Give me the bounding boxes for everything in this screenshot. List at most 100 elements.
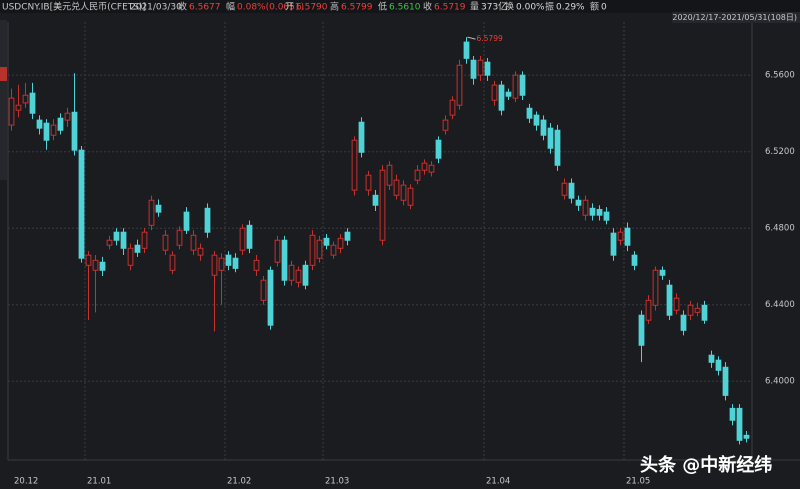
candle-body xyxy=(624,227,631,246)
field-label: 幅 xyxy=(226,1,235,13)
field-value: 6.5610 xyxy=(389,3,421,13)
candle-body xyxy=(113,231,120,241)
candle-body xyxy=(323,237,330,246)
candle-body xyxy=(85,254,92,266)
candle-body xyxy=(344,231,351,241)
y-tick-label: 6.5600 xyxy=(765,71,795,81)
annotation: 6.5799 xyxy=(477,34,503,43)
candle-body xyxy=(267,269,274,326)
candle-body xyxy=(358,121,365,153)
candle-body xyxy=(386,164,393,186)
candle-body xyxy=(134,244,141,253)
candle-body xyxy=(407,187,414,206)
range: 2020/12/17-2021/05/31(108日) xyxy=(672,13,797,22)
x-tick-label: 21.02 xyxy=(227,477,251,487)
candle-body xyxy=(694,307,701,313)
annotation-arrow xyxy=(467,36,476,40)
candle-body xyxy=(15,104,22,111)
candle-body xyxy=(22,94,29,104)
field-value: 6.5677 xyxy=(189,3,221,13)
y-tick-label: 6.4000 xyxy=(765,377,795,387)
candle-body xyxy=(554,129,561,166)
candle-body xyxy=(43,122,50,141)
candle-body xyxy=(631,254,638,266)
field-value: 0.29% xyxy=(556,3,585,13)
candle-body xyxy=(183,211,190,231)
candle-body xyxy=(36,119,43,129)
candle-body xyxy=(155,204,162,213)
candle-body xyxy=(603,211,610,221)
field-value: 6.5799 xyxy=(341,3,373,13)
candle-body xyxy=(148,199,155,226)
candle-body xyxy=(680,314,687,331)
candle-body xyxy=(568,182,575,199)
y-tick-label: 6.5200 xyxy=(765,147,795,157)
candle-body xyxy=(246,224,253,249)
candle-body xyxy=(92,259,99,271)
candle-body xyxy=(477,59,484,76)
date: 2021/03/30 xyxy=(130,3,182,13)
candle-body xyxy=(400,184,407,201)
candle-body xyxy=(428,164,435,173)
side-toolbar-active xyxy=(0,67,7,81)
field-value: 0.08%(0.0051) xyxy=(237,3,304,13)
candle-body xyxy=(232,257,239,269)
candle-body xyxy=(393,179,400,196)
candle-body xyxy=(547,127,554,149)
x-tick-label: 21.03 xyxy=(325,477,349,487)
candle-body xyxy=(204,207,211,233)
candle-body xyxy=(540,119,547,136)
candle-body xyxy=(484,61,491,76)
candle-body xyxy=(687,304,694,316)
field-label: 低 xyxy=(378,1,387,13)
x-tick-label: 21.05 xyxy=(626,477,650,487)
candle-body xyxy=(141,231,148,249)
x-tick-label: 21.01 xyxy=(87,477,111,487)
symbol: USDCNY.IB[美元兑人民币(CFETS)] xyxy=(2,1,146,13)
field-label: 收 xyxy=(423,1,432,13)
field-value: 6.5790 xyxy=(296,3,328,13)
candle-body xyxy=(379,169,386,241)
candle-body xyxy=(57,117,64,131)
candle-body xyxy=(127,247,134,266)
candle-body xyxy=(519,74,526,96)
candle-body xyxy=(218,257,225,271)
field-label: 换 xyxy=(505,1,514,13)
candle-body xyxy=(533,114,540,126)
candle-body xyxy=(589,207,596,216)
candle-body xyxy=(225,254,232,266)
candle-body xyxy=(365,174,372,191)
candle-body xyxy=(351,139,358,191)
candle-body xyxy=(162,234,169,251)
candle-body xyxy=(50,124,57,136)
candle-body xyxy=(673,297,680,311)
candle-body xyxy=(316,239,323,259)
candle-body xyxy=(526,107,533,119)
candle-body xyxy=(337,237,344,249)
candle-body xyxy=(295,269,302,283)
candle-body xyxy=(582,199,589,216)
candle-body xyxy=(71,111,78,151)
candle-body xyxy=(610,232,617,256)
candle-body xyxy=(449,99,456,116)
candle-body xyxy=(120,231,127,249)
field-value: 0 xyxy=(601,3,607,13)
candle-body xyxy=(309,234,316,266)
x-tick-label: 21.04 xyxy=(486,477,510,487)
candle-body xyxy=(253,259,260,271)
side-toolbar xyxy=(0,20,7,180)
candle-body xyxy=(435,139,442,159)
candle-body xyxy=(729,407,736,421)
field-label: 收 xyxy=(178,1,187,13)
field-label: 量 xyxy=(470,2,479,13)
candle-body xyxy=(288,264,295,281)
candle-body xyxy=(78,149,85,259)
field-label: 振 xyxy=(545,1,554,13)
candle-body xyxy=(743,434,750,439)
y-tick-label: 6.4800 xyxy=(765,224,795,234)
candle-body xyxy=(239,227,246,251)
field-value: 373亿 xyxy=(481,1,507,13)
field-label: 高 xyxy=(330,1,339,13)
